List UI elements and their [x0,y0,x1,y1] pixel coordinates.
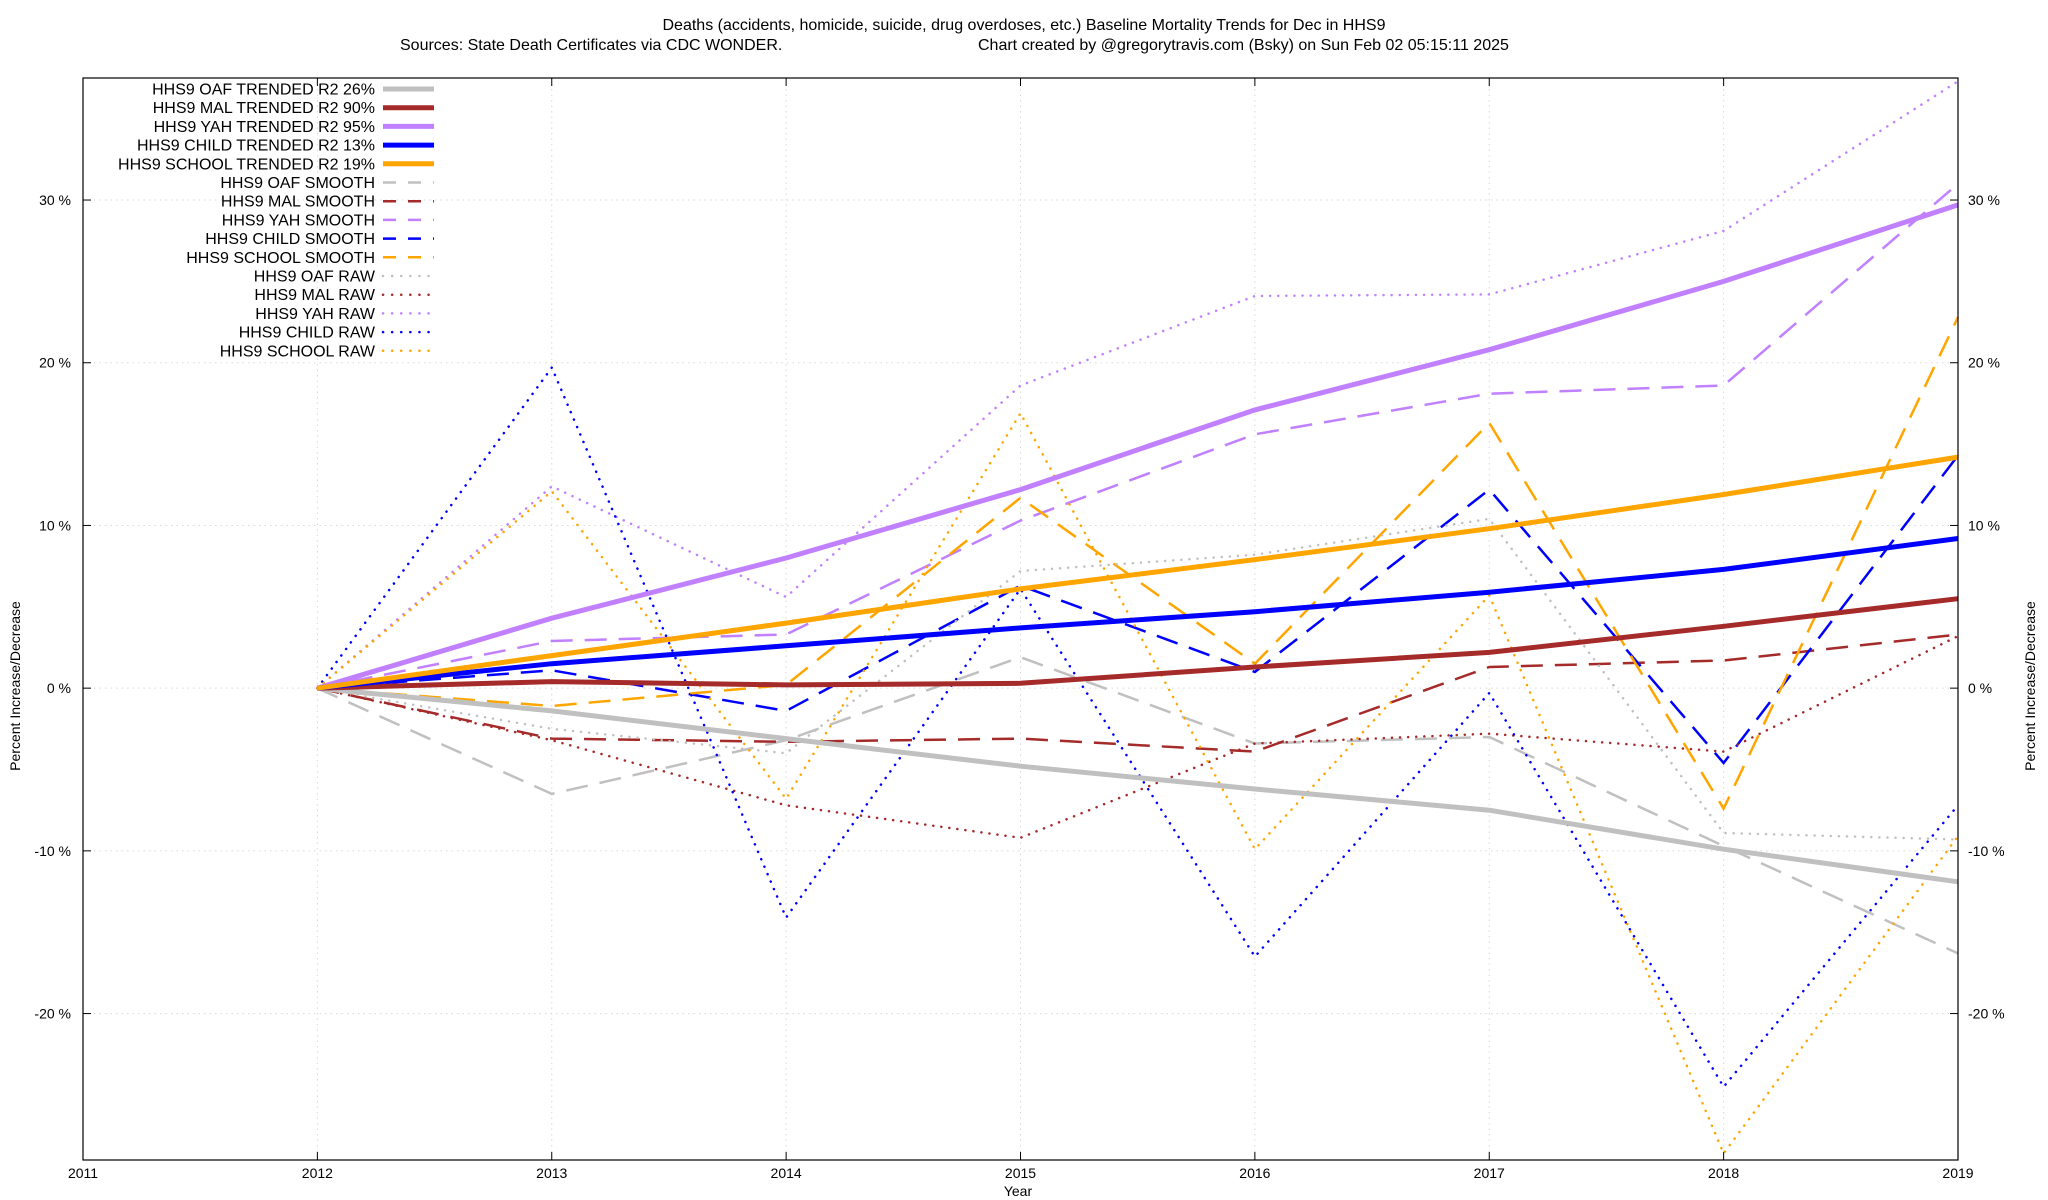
legend-label: HHS9 CHILD TRENDED R2 13% [137,138,375,155]
chart-titles: Deaths (accidents, homicide, suicide, dr… [400,17,1509,54]
series-line: HHS9 MAL TRENDED R2 90% [317,596,1959,691]
legend-label: HHS9 CHILD RAW [239,325,376,342]
series-line: HHS9 SCHOOL SMOOTH [317,316,1960,812]
x-tick-label: 2018 [1708,1165,1739,1181]
y-tick-label-left: 30 % [39,192,71,208]
series-line: HHS9 OAF SMOOTH [316,655,1959,955]
x-tick-label: 2011 [68,1165,98,1181]
legend-label: HHS9 SCHOOL RAW [220,343,376,360]
y-tick-label-right: 10 % [1968,517,2000,533]
x-tick-label: 2019 [1942,1165,1973,1181]
axes: 2011 2012 2013 2014 2015 2016 2017 2018 2019 30 %… [34,78,2005,1181]
series-line: HHS9 MAL RAW [316,634,1960,840]
legend-label: HHS9 MAL SMOOTH [221,194,375,211]
series-line: HHS9 MAL SMOOTH [317,633,1959,753]
legend-label: HHS9 OAF RAW [254,269,376,286]
legend-label: HHS9 OAF SMOOTH [220,175,375,192]
series-line: HHS9 SCHOOL RAW [316,410,1960,1157]
y-tick-label-right: -20 % [1968,1006,2005,1022]
legend-label: HHS9 SCHOOL TRENDED R2 19% [118,156,375,173]
chart-title-line2-right: Chart created by @gregorytravis.com (Bsk… [978,37,1509,54]
x-axis-label: Year [1004,1183,1033,1199]
legend: HHS9 OAF TRENDED R2 26%HHS9 MAL TRENDED … [118,82,436,360]
y-tick-label-left: 0 % [47,680,71,696]
chart-title-line1: Deaths (accidents, homicide, suicide, dr… [663,17,1386,34]
y-tick-label-right: 30 % [1968,192,2000,208]
x-tick-label: 2014 [771,1165,802,1181]
series-line: HHS9 YAH TRENDED R2 95% [316,202,1959,691]
legend-label: HHS9 CHILD SMOOTH [205,231,375,248]
series-line: HHS9 CHILD SMOOTH [317,454,1959,765]
chart-title-line2-left: Sources: State Death Certificates via CD… [400,37,782,54]
legend-label: HHS9 MAL TRENDED R2 90% [153,100,375,117]
legend-label: HHS9 MAL RAW [254,287,376,304]
y-tick-label-right: 20 % [1968,355,2000,371]
y-tick-label-left: 20 % [39,355,71,371]
y-tick-label-left: 10 % [39,517,71,533]
x-tick-label: 2012 [302,1165,333,1181]
y-axis-label-left: Percent Increase/Decrease [7,601,23,771]
grid [82,78,1959,1160]
y-tick-label-left: -10 % [34,843,71,859]
x-tick-label: 2017 [1474,1165,1505,1181]
y-tick-label-left: -20 % [34,1006,71,1022]
x-tick-label: 2016 [1239,1165,1270,1181]
y-tick-label-right: -10 % [1968,843,2005,859]
series-line: HHS9 CHILD RAW [316,365,1960,1089]
legend-label: HHS9 OAF TRENDED R2 26% [152,82,375,99]
x-tick-label: 2015 [1005,1165,1036,1181]
series-line: HHS9 SCHOOL TRENDED R2 19% [317,454,1959,691]
legend-label: HHS9 YAH SMOOTH [222,212,375,229]
y-axis-label-right: Percent Increase/Decrease [2022,601,2038,771]
series-line: HHS9 CHILD TRENDED R2 13% [317,536,1959,691]
legend-label: HHS9 YAH TRENDED R2 95% [154,119,375,136]
y-tick-label-right: 0 % [1968,680,1992,696]
legend-label: HHS9 SCHOOL SMOOTH [186,250,375,267]
x-tick-label: 2013 [536,1165,567,1181]
series-line: HHS9 YAH SMOOTH [317,182,1959,690]
legend-label: HHS9 YAH RAW [255,306,376,323]
series-line: HHS9 YAH RAW [316,80,1960,690]
series-line: HHS9 OAF TRENDED R2 26% [317,685,1959,885]
